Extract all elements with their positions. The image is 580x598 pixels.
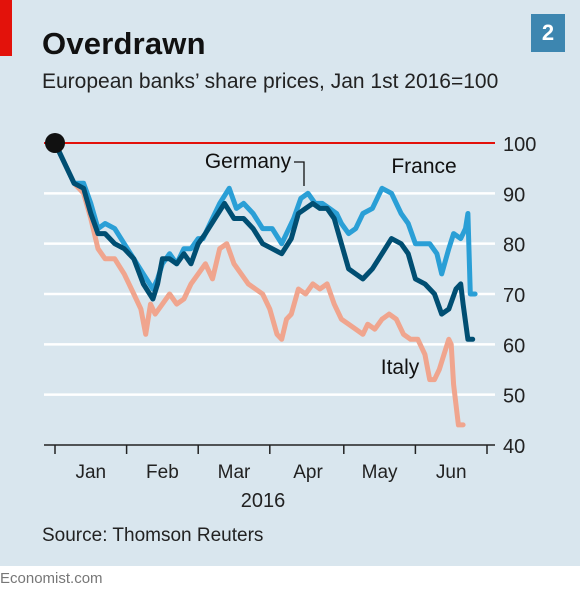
x-tick-label: Mar xyxy=(218,462,251,483)
series-line-germany xyxy=(52,140,476,342)
chart-number-badge: 2 xyxy=(531,14,565,52)
brand-footer: Economist.com xyxy=(0,570,103,587)
y-tick-label: 60 xyxy=(503,335,525,357)
y-tick-label: 80 xyxy=(503,235,525,257)
y-tick-label: 50 xyxy=(503,386,525,408)
annotation-germany: Germany xyxy=(205,150,292,173)
annotation-italy: Italy xyxy=(381,356,420,379)
x-tick-label: Jun xyxy=(436,462,467,483)
start-marker xyxy=(45,133,65,153)
annotation-leader-germany xyxy=(294,161,305,186)
x-tick-label: Jan xyxy=(75,462,106,483)
chart-subtitle: European banks’ share prices, Jan 1st 20… xyxy=(42,70,499,93)
y-tick-label: 40 xyxy=(503,436,525,458)
x-axis-year-label: 2016 xyxy=(241,490,286,512)
y-tick-label: 90 xyxy=(503,184,525,206)
x-tick-label: Apr xyxy=(293,462,323,483)
chart-title: Overdrawn xyxy=(42,26,206,61)
x-tick-label: May xyxy=(362,462,398,483)
accent-bar xyxy=(0,0,12,56)
x-axis: Jan Feb Mar Apr May Jun xyxy=(44,444,495,483)
chart-panel xyxy=(0,0,580,566)
annotation-france: France xyxy=(391,155,456,178)
series-annotations: Germany France Italy xyxy=(205,150,457,379)
line-chart: 100 90 80 70 60 50 40 Jan Feb Mar Apr May Jun Germa… xyxy=(44,133,536,512)
source-note: Source: Thomson Reuters xyxy=(42,525,264,546)
series-line-italy xyxy=(52,140,466,428)
y-axis-labels: 100 90 80 70 60 50 40 xyxy=(503,134,536,458)
y-tick-label: 100 xyxy=(503,134,536,156)
y-tick-label: 70 xyxy=(503,285,525,307)
series-lines xyxy=(45,133,478,428)
x-tick-label: Feb xyxy=(146,462,179,483)
